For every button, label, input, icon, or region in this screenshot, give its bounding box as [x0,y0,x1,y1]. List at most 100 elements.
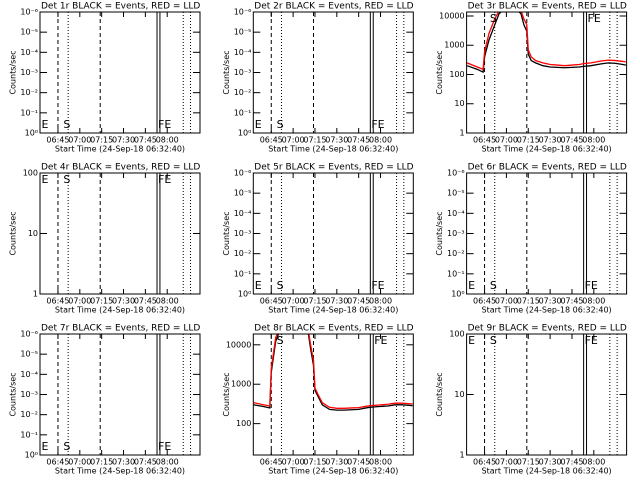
y-axis-label: Counts/sec [9,372,18,416]
y-tick-label: 10⁰ [238,129,251,138]
x-tick-label: 06:45 [473,297,496,306]
x-tick-label: 06:45 [473,458,496,467]
panel: Det 6r BLACK = Events, RED = LLD Start Ti… [435,163,628,315]
annotation: S [277,279,284,292]
annotation: FE [371,118,384,131]
y-tick-label: 10⁻¹ [234,108,252,117]
x-tick-label: 06:45 [46,297,69,306]
x-tick-label: 07:45 [134,458,157,467]
chart-title: Det 1r BLACK = Events, RED = LLD [41,2,200,12]
x-tick-label: 07:45 [347,458,370,467]
x-tick-label: 07:00 [282,297,305,306]
x-tick-label: 07:00 [495,136,518,145]
plot-area [270,173,405,294]
x-axis-label: Start Time (24-Sep-18 06:32:40) [55,145,185,154]
x-tick-label: 07:30 [539,458,562,467]
annotation: S [490,334,497,347]
chart-title: Det 3r BLACK = Events, RED = LLD [468,2,627,12]
y-axis-label: Counts/sec [435,372,444,416]
annotation: E [468,279,475,292]
x-axis-label: Start Time (24-Sep-18 06:32:40) [268,467,398,476]
y-tick-label: 10⁻³ [20,390,38,399]
y-tick-label: 10⁰ [238,290,251,299]
x-tick-label: 08:00 [582,458,605,467]
plot-area [270,12,405,133]
plot-frame [252,333,414,456]
panel: Det 2r BLACK = Events, RED = LLD Start Ti… [222,2,414,154]
y-tick-label: 10⁻⁴ [20,370,38,379]
y-tick-label: 10⁻⁶ [234,169,252,178]
x-tick-label: 07:00 [68,297,91,306]
y-tick-label: 10⁻³ [447,229,465,238]
y-tick-label: 10000 [439,11,464,20]
annotation: FE [371,279,384,292]
y-tick-label: 10 [454,99,464,108]
y-axis-label: Counts/sec [222,50,231,94]
y-tick-label: 10⁻² [20,88,38,97]
annotation: S [490,279,497,292]
y-tick-label: 10⁻¹ [234,269,252,278]
annotation: E [255,118,262,131]
x-tick-label: 07:00 [68,458,91,467]
annotation: S [63,173,70,186]
series-line [253,334,413,411]
y-axis-label: Counts/sec [435,50,444,94]
y-tick-label: 100 [449,70,464,79]
y-axis-label: Counts/sec [222,372,231,416]
y-tick-label: 10⁻² [234,249,252,258]
annotation: E [41,118,48,131]
x-tick-label: 08:00 [369,458,392,467]
x-tick-label: 07:00 [495,458,518,467]
x-tick-label: 07:15 [90,297,113,306]
x-axis-label: Start Time (24-Sep-18 06:32:40) [482,145,612,154]
x-axis-label: Start Time (24-Sep-18 06:32:40) [482,467,612,476]
annotation: S [277,334,284,347]
plot-area [484,334,618,455]
x-tick-label: 07:45 [560,297,583,306]
y-tick-label: 100 [449,330,464,339]
y-tick-label: 10⁻⁴ [234,48,252,57]
x-tick-label: 06:45 [46,458,69,467]
y-tick-label: 10000 [226,340,251,349]
x-tick-label: 07:30 [112,458,135,467]
annotation: FE [158,173,171,186]
y-axis-label: Counts/sec [222,211,231,255]
x-axis-label: Start Time (24-Sep-18 06:32:40) [268,306,398,315]
series-line [466,12,627,74]
plot-area [484,173,618,294]
y-tick-label: 10 [454,390,464,399]
chart-title: Det 8r BLACK = Events, RED = LLD [254,324,413,334]
panel: Det 9r BLACK = Events, RED = LLD Start Ti… [435,324,628,476]
y-tick-label: 10⁻⁴ [447,209,465,218]
y-tick-label: 10⁻⁴ [20,48,38,57]
x-tick-label: 07:15 [517,458,540,467]
y-tick-label: 1 [460,451,465,460]
y-tick-label: 10⁻² [447,249,465,258]
chart-title: Det 2r BLACK = Events, RED = LLD [254,2,413,12]
y-tick-label: 10⁰ [25,129,38,138]
annotation: E [255,279,262,292]
x-tick-label: 08:00 [156,458,179,467]
x-tick-label: 07:30 [325,297,348,306]
series-line [466,12,626,71]
x-tick-label: 07:30 [325,136,348,145]
x-tick-label: 08:00 [582,297,605,306]
x-tick-label: 07:45 [134,136,157,145]
y-tick-label: 10⁻⁵ [447,189,465,198]
x-tick-label: 07:45 [347,136,370,145]
plot-area [57,173,192,294]
x-tick-label: 07:00 [282,136,305,145]
y-tick-label: 10⁰ [451,290,464,299]
x-tick-label: 07:15 [517,136,540,145]
y-tick-label: 10⁻⁶ [234,8,252,17]
y-tick-label: 10 [28,229,38,238]
x-tick-label: 07:45 [134,297,157,306]
x-tick-label: 06:45 [260,136,283,145]
y-tick-label: 10⁻¹ [20,430,38,439]
y-tick-label: 10⁻⁶ [447,169,465,178]
y-tick-label: 1 [460,129,465,138]
x-tick-label: 08:00 [156,136,179,145]
panel: Det 8r BLACK = Events, RED = LLD Start Ti… [222,324,414,476]
chart-title: Det 4r BLACK = Events, RED = LLD [41,163,200,173]
annotation: S [490,12,497,25]
